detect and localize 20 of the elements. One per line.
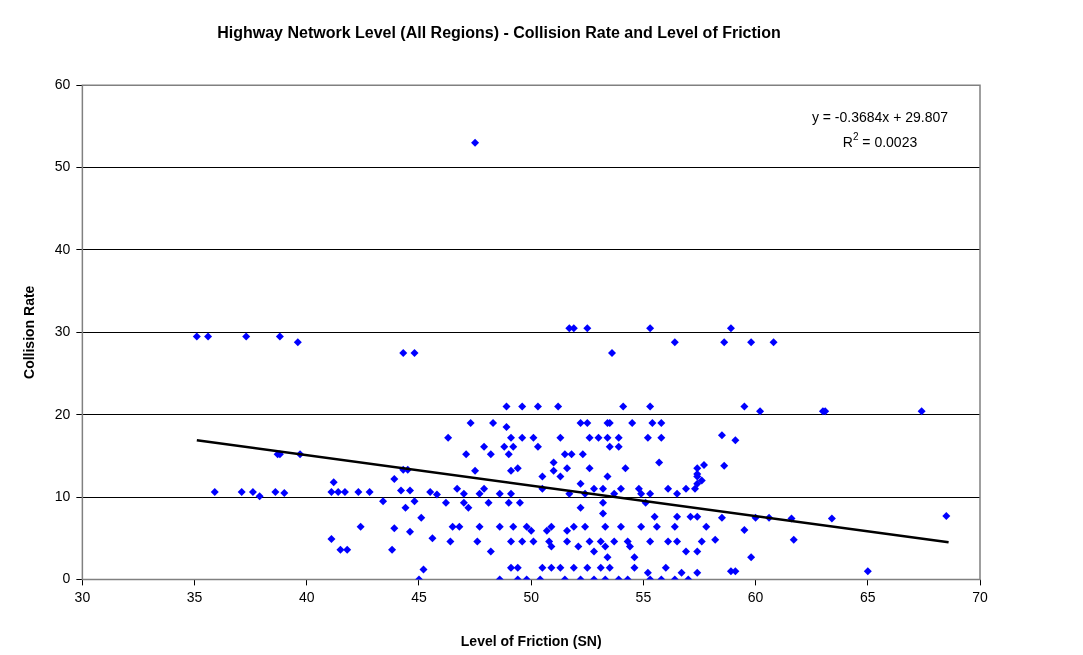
x-tick-label: 70 <box>972 588 988 605</box>
x-tick-label: 35 <box>186 588 203 605</box>
y-axis-title: Collision Rate <box>21 285 38 379</box>
y-tick-label: 30 <box>54 323 71 340</box>
x-tick-label: 65 <box>860 588 876 605</box>
annotation: y = -0.3684x + 29.807 <box>811 109 949 126</box>
x-tick-label: 40 <box>298 588 315 605</box>
x-axis-title: Level of Friction (SN) <box>460 633 602 650</box>
x-tick-label: 55 <box>635 588 652 605</box>
y-tick-label: 20 <box>54 405 71 422</box>
chart-title: Highway Network Level (All Regions) - Collision Rate and Level of Friction <box>217 24 781 42</box>
y-tick-label: 60 <box>54 76 71 93</box>
x-tick-label: 30 <box>74 588 91 605</box>
y-tick-label: 40 <box>54 240 71 257</box>
y-tick-label: 50 <box>54 158 71 175</box>
x-tick-label: 50 <box>523 588 540 605</box>
y-tick-label: 10 <box>54 487 71 504</box>
x-tick-label: 45 <box>411 588 427 605</box>
x-tick-label: 60 <box>747 588 764 605</box>
y-tick-label: 0 <box>62 570 71 587</box>
